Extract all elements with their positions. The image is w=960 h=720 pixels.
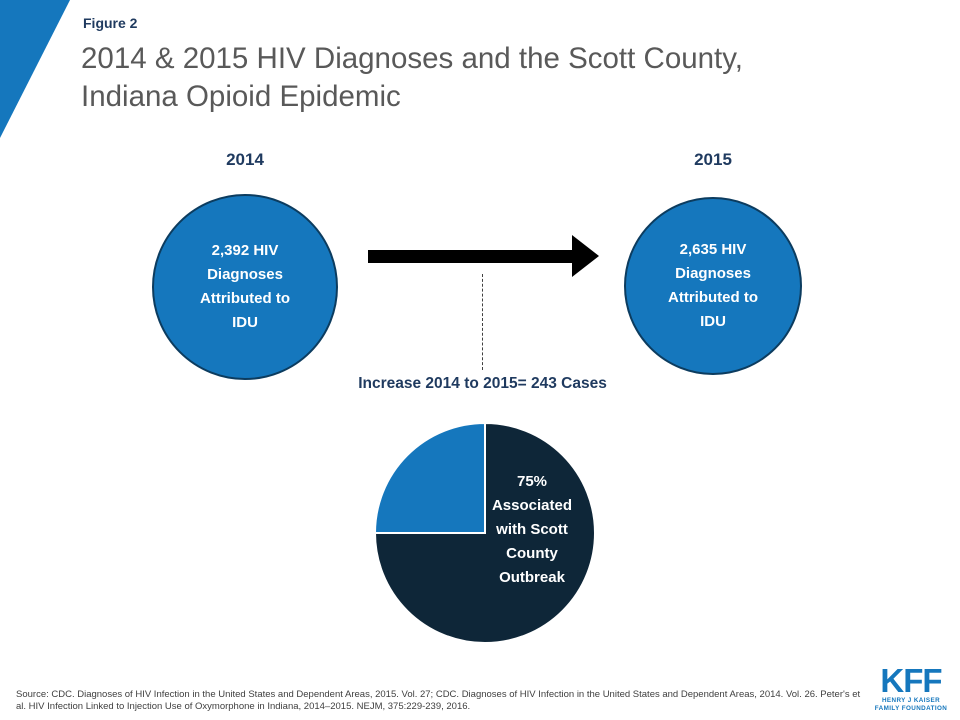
kff-logo-text: KFF — [880, 662, 942, 699]
title-line-1: 2014 & 2015 HIV Diagnoses and the Scott … — [81, 42, 743, 75]
source-citation: Source: CDC. Diagnoses of HIV Infection … — [16, 689, 861, 712]
increase-annotation: Increase 2014 to 2015= 243 Cases — [358, 375, 607, 392]
circle-2014-text: 2,392 HIV Diagnoses Attributed to IDU — [200, 242, 290, 331]
figure-label: Figure 2 — [83, 15, 138, 31]
circle-2014-diagnoses: 2,392 HIV Diagnoses Attributed to IDU — [152, 194, 338, 380]
pie-chart — [370, 418, 600, 648]
year-label-2014: 2014 — [226, 150, 264, 169]
arrow-right-shaft-icon — [368, 250, 573, 263]
pie-chart-svg — [373, 421, 596, 644]
circle-2015-diagnoses: 2,635 HIV Diagnoses Attributed to IDU — [624, 197, 802, 375]
dashed-connector-line — [482, 274, 483, 370]
pie-slice-label: 75% Associated with Scott County Outbrea… — [491, 473, 573, 586]
title-line-2: Indiana Opioid Epidemic — [81, 80, 401, 113]
corner-triangle-decoration — [0, 0, 70, 138]
kff-logo: KFF Henry J Kaiser Family Foundation — [874, 662, 948, 712]
page-title: 2014 & 2015 HIV Diagnoses and the Scott … — [81, 40, 743, 116]
kff-logo-subline-1: Henry J Kaiser — [881, 697, 941, 704]
pie-slice-25 — [373, 421, 486, 534]
kff-logo-subline-2: Family Foundation — [874, 704, 948, 712]
year-label-2015: 2015 — [694, 150, 732, 169]
arrow-right-head-icon — [572, 235, 599, 277]
circle-2015-text: 2,635 HIV Diagnoses Attributed to IDU — [668, 241, 758, 330]
